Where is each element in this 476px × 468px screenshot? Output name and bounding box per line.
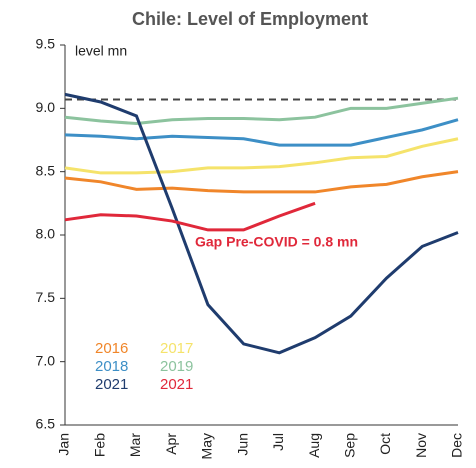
x-tick-label: Aug [306, 433, 322, 458]
y-axis-label: level mn [75, 43, 127, 59]
legend-entry: 2021 [160, 376, 193, 393]
line-series [64, 137, 459, 175]
legend-entry: 2017 [160, 340, 193, 357]
x-tick-label: Feb [91, 433, 107, 457]
x-tick-label: May [199, 433, 215, 459]
x-tick-label: Jul [270, 433, 286, 451]
legend-entry: 2021 [95, 376, 128, 393]
y-tick-label: 9.5 [36, 36, 56, 52]
y-tick-label: 8.5 [36, 162, 56, 178]
line-series [64, 92, 459, 355]
x-tick-label: Apr [163, 433, 179, 455]
x-tick-label: Oct [377, 433, 393, 455]
line-series [64, 96, 459, 126]
annotation: Gap Pre-COVID = 0.8 mn [195, 234, 358, 250]
legend-entry: 2016 [95, 340, 128, 357]
y-tick-label: 9.0 [36, 99, 56, 115]
y-tick-label: 7.0 [36, 352, 56, 368]
legend-entry: 2019 [160, 358, 193, 375]
line-series [64, 118, 459, 147]
x-tick-label: Jan [56, 433, 72, 456]
y-tick-label: 8.0 [36, 226, 56, 242]
x-tick-label: Mar [127, 433, 143, 457]
line-series [64, 170, 459, 194]
line-series [64, 201, 316, 232]
x-tick-label: Jun [234, 433, 250, 456]
legend-entry: 2018 [95, 358, 128, 375]
chart-title: Chile: Level of Employment [132, 9, 368, 29]
x-tick-label: Sep [342, 433, 358, 458]
x-tick-label: Nov [413, 433, 429, 458]
y-tick-label: 7.5 [36, 289, 56, 305]
y-tick-label: 6.5 [36, 416, 56, 432]
x-tick-label: Dec [449, 433, 465, 458]
